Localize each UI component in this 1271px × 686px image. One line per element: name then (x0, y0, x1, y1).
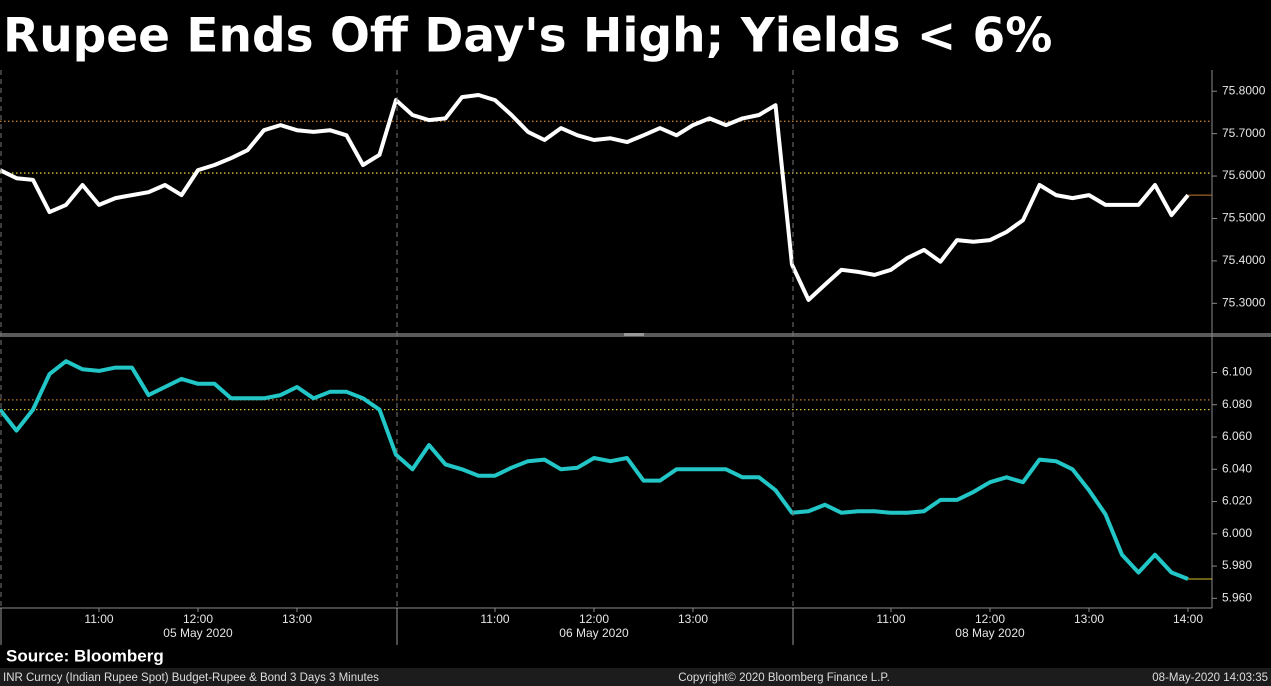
x-tick-label: 13:00 (282, 612, 312, 626)
footer-right: 08-May-2020 14:03:35 (1152, 672, 1268, 684)
x-group-label: 06 May 2020 (559, 626, 629, 640)
y-tick-label: 75.4000 (1222, 253, 1266, 267)
x-tick-label: 12:00 (975, 612, 1005, 626)
x-group-label: 08 May 2020 (955, 626, 1025, 640)
x-group-label: 05 May 2020 (163, 626, 233, 640)
footer-left: INR Curncy (Indian Rupee Spot) Budget-Ru… (3, 672, 379, 684)
y-tick-label: 5.960 (1222, 590, 1252, 604)
y-tick-label: 75.6000 (1222, 168, 1266, 182)
x-tick-label: 14:00 (1173, 612, 1203, 626)
divider-handle (624, 333, 644, 336)
x-tick-label: 11:00 (876, 612, 905, 626)
x-tick-label: 13:00 (1074, 612, 1104, 626)
x-tick-label: 11:00 (480, 612, 509, 626)
x-tick-label: 11:00 (84, 612, 113, 626)
x-tick-label: 13:00 (678, 612, 708, 626)
y-tick-label: 75.3000 (1222, 295, 1266, 309)
x-tick-label: 12:00 (579, 612, 609, 626)
y-tick-label: 6.080 (1222, 397, 1252, 411)
footer-bar (0, 668, 1271, 686)
x-tick-label: 12:00 (183, 612, 213, 626)
y-tick-label: 75.7000 (1222, 126, 1266, 140)
y-tick-label: 75.5000 (1222, 211, 1266, 225)
series-line (0, 359, 1189, 581)
source: Source: Bloomberg (6, 646, 164, 665)
y-tick-label: 6.040 (1222, 461, 1252, 475)
series-line (0, 93, 1190, 302)
y-tick-label: 75.8000 (1222, 83, 1266, 97)
y-tick-label: 6.100 (1222, 365, 1252, 379)
y-tick-label: 5.980 (1222, 558, 1252, 572)
y-tick-label: 6.060 (1222, 429, 1252, 443)
footer-center: Copyright© 2020 Bloomberg Finance L.P. (678, 672, 890, 684)
y-tick-label: 6.020 (1222, 494, 1252, 508)
chart-title: Rupee Ends Off Day's High; Yields < 6% (3, 9, 1052, 64)
y-tick-label: 6.000 (1222, 526, 1252, 540)
